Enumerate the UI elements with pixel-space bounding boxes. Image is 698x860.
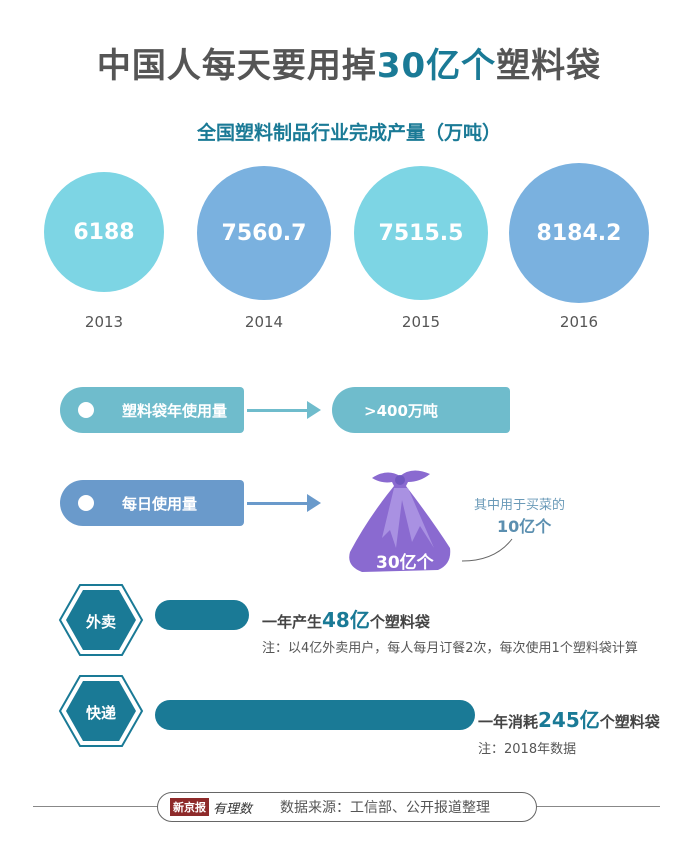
footer-divider	[33, 806, 159, 807]
year-label: 2014	[244, 313, 284, 331]
hexagon-badge-takeaway	[58, 584, 144, 656]
chart-subtitle: 全国塑料制品行业完成产量（万吨）	[196, 122, 501, 144]
bar-takeaway	[155, 600, 249, 630]
sector-stat: 一年消耗245亿个塑料袋	[478, 708, 660, 732]
source-text: 数据来源：工信部、公开报道整理	[280, 800, 491, 816]
bubble-2014: 7560.7	[197, 166, 331, 300]
annual-usage-tag: 塑料袋年使用量	[60, 387, 244, 433]
daily-usage-tag: 每日使用量	[60, 480, 244, 526]
bullet-icon	[78, 495, 94, 511]
title-suffix: 塑料袋	[496, 46, 602, 86]
logo: 新京报	[170, 798, 209, 816]
title-highlight: 30亿个	[376, 46, 497, 86]
logo-script: 有理数	[213, 801, 253, 817]
year-label: 2013	[84, 313, 124, 331]
bar-express	[155, 700, 475, 730]
sector-stat: 一年产生48亿个塑料袋	[262, 608, 430, 632]
footer-source: 新京报 有理数 数据来源：工信部、公开报道整理	[157, 792, 537, 822]
page-title: 中国人每天要用掉30亿个塑料袋	[0, 38, 698, 87]
callout-text: 其中用于买菜的	[474, 498, 566, 513]
bullet-icon	[78, 402, 94, 418]
bubble-value: 7515.5	[378, 220, 464, 246]
sector-label: 快递	[85, 704, 116, 722]
bubble-value: 7560.7	[221, 220, 307, 246]
arrow-right-icon	[247, 494, 321, 512]
bubble-value: 6188	[73, 219, 135, 245]
bubble-2015: 7515.5	[354, 166, 488, 300]
hexagon-badge-express	[58, 675, 144, 747]
daily-usage-value: 30亿个	[376, 553, 434, 573]
sector-note: 注：以4亿外卖用户，每人每月订餐2次，每次使用1个塑料袋计算	[262, 641, 638, 656]
title-prefix: 中国人每天要用掉	[96, 46, 377, 86]
bubble-2013: 6188	[44, 172, 164, 292]
bubble-2016: 8184.2	[509, 163, 649, 303]
arrow-right-icon	[247, 401, 321, 419]
callout-line	[461, 538, 513, 562]
sector-label: 外卖	[85, 613, 116, 631]
annual-usage-value-tag: >400万吨	[332, 387, 510, 433]
annual-usage-value: >400万吨	[364, 401, 438, 420]
year-label: 2015	[401, 313, 441, 331]
annual-usage-label: 塑料袋年使用量	[122, 401, 228, 420]
sector-note: 注：2018年数据	[478, 742, 577, 757]
footer-divider	[535, 806, 660, 807]
plastic-bag-icon	[349, 470, 451, 572]
year-label: 2016	[559, 313, 599, 331]
bubble-value: 8184.2	[536, 220, 622, 246]
daily-usage-label: 每日使用量	[122, 494, 198, 513]
callout-value: 10亿个	[497, 517, 552, 536]
